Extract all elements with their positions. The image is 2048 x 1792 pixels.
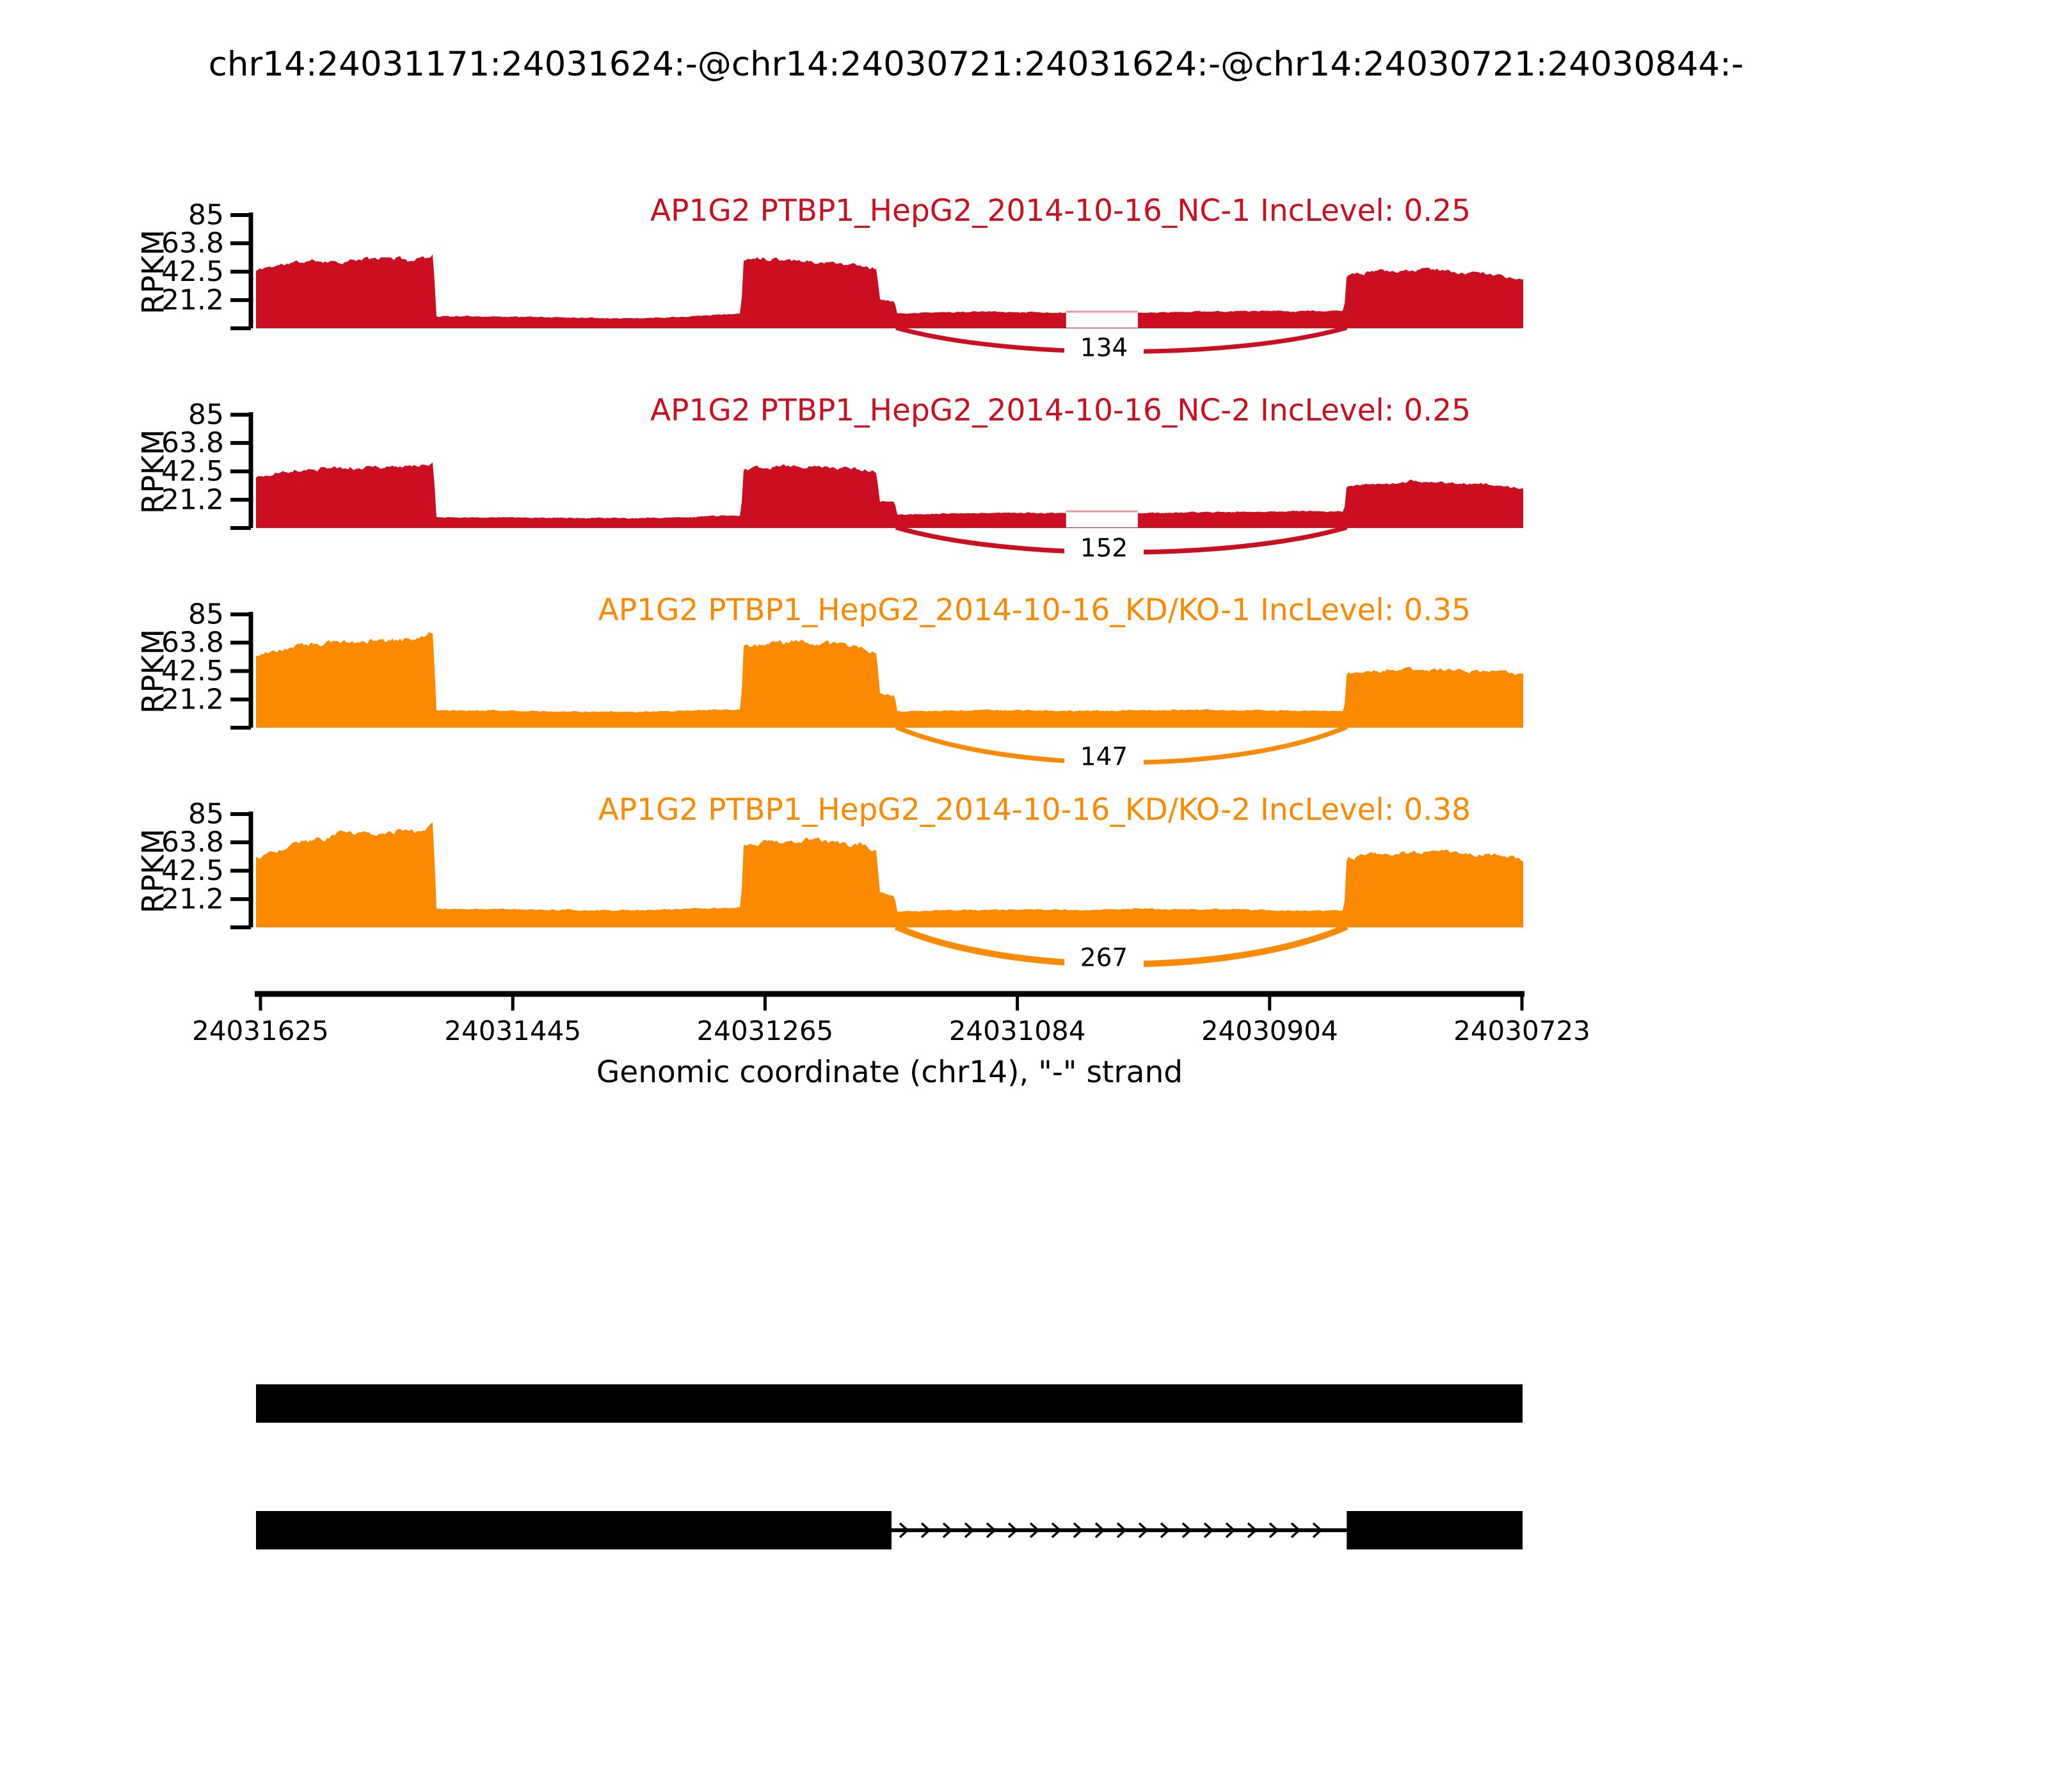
y-tick-label-track-2: 42.5	[161, 455, 224, 488]
y-tick-label-track-2: 85	[188, 399, 224, 431]
x-tick-label: 24031265	[697, 1015, 834, 1046]
intron-strand-arrow-icon	[1094, 1522, 1105, 1539]
y-tick-label-track-1: 21.2	[161, 284, 224, 316]
gene-model-exon-isoform-skipping	[1347, 1511, 1523, 1549]
intron-strand-arrow-icon	[1029, 1522, 1040, 1539]
x-tick-label: 24031084	[949, 1015, 1086, 1046]
intron-strand-arrow-icon	[1181, 1522, 1192, 1539]
track-title-3: AP1G2 PTBP1_HepG2_2014-10-16_KD/KO-1 Inc…	[598, 593, 1471, 628]
junction-count-track-1: 134	[1080, 334, 1128, 363]
y-axis-label-track-2: RPKM	[136, 429, 172, 514]
intron-strand-arrow-icon	[1312, 1522, 1323, 1539]
x-tick-label: 24031625	[192, 1015, 329, 1046]
x-tick-label: 24030904	[1201, 1015, 1338, 1046]
junction-label-box-track-1	[1064, 331, 1144, 365]
intron-strand-arrow-icon	[920, 1522, 931, 1539]
intron-strand-arrow-icon	[1138, 1522, 1149, 1539]
intron-strand-arrow-icon	[1116, 1522, 1127, 1539]
intron-strand-arrow-icon	[899, 1522, 909, 1539]
junction-count-track-4: 267	[1080, 944, 1128, 973]
gene-model-exon-isoform-skipping	[255, 1511, 892, 1549]
y-tick-label-track-2: 63.8	[161, 427, 224, 460]
junction-count-track-2: 152	[1080, 534, 1128, 563]
track-title-2: AP1G2 PTBP1_HepG2_2014-10-16_NC-2 IncLev…	[650, 393, 1471, 428]
intron-strand-arrow-icon	[1268, 1522, 1279, 1539]
y-tick-label-track-4: 21.2	[161, 883, 224, 915]
junction-count-track-3: 147	[1080, 743, 1128, 772]
coverage-area-track-4	[256, 822, 1523, 927]
y-tick-label-track-4: 85	[188, 798, 224, 831]
coverage-gap-box-track-2	[1066, 498, 1138, 527]
junction-label-box-track-2	[1064, 531, 1144, 566]
y-tick-label-track-1: 42.5	[161, 255, 224, 288]
junction-label-box-track-3	[1064, 740, 1144, 774]
intron-strand-arrow-icon	[1051, 1522, 1062, 1539]
y-tick-label-track-4: 63.8	[161, 826, 224, 859]
y-tick-label-track-3: 63.8	[161, 627, 224, 659]
y-axis-label-track-4: RPKM	[136, 829, 172, 913]
intron-strand-arrow-icon	[1225, 1522, 1236, 1539]
coverage-area-track-1	[256, 254, 1523, 328]
y-tick-label-track-2: 21.2	[161, 483, 224, 516]
track-title-1: AP1G2 PTBP1_HepG2_2014-10-16_NC-1 IncLev…	[650, 193, 1471, 228]
intron-strand-arrow-icon	[986, 1522, 996, 1539]
intron-strand-arrow-icon	[1073, 1522, 1084, 1539]
y-tick-label-track-1: 85	[188, 199, 224, 232]
track-title-4: AP1G2 PTBP1_HepG2_2014-10-16_KD/KO-2 Inc…	[598, 792, 1471, 828]
x-tick-label: 24030723	[1453, 1015, 1590, 1046]
coverage-gap-box-track-1	[1066, 298, 1138, 328]
intron-strand-arrow-icon	[1203, 1522, 1214, 1539]
intron-strand-arrow-icon	[1160, 1522, 1171, 1539]
y-axis-label-track-1: RPKM	[136, 230, 172, 314]
junction-label-box-track-4	[1064, 941, 1144, 975]
y-tick-label-track-3: 42.5	[161, 655, 224, 687]
x-tick-label: 24031445	[444, 1015, 581, 1046]
intron-strand-arrow-icon	[1007, 1522, 1018, 1539]
coverage-area-track-2	[256, 462, 1523, 528]
intron-strand-arrow-icon	[1290, 1522, 1301, 1539]
y-tick-label-track-3: 85	[188, 598, 224, 631]
y-tick-label-track-1: 63.8	[161, 227, 224, 260]
y-axis-label-track-3: RPKM	[136, 629, 172, 714]
coverage-area-track-3	[256, 632, 1523, 728]
intron-strand-arrow-icon	[942, 1522, 953, 1539]
y-tick-label-track-4: 42.5	[161, 854, 224, 887]
plot-title: chr14:24031171:24031624:-@chr14:24030721…	[208, 45, 1744, 84]
intron-strand-arrow-icon	[1247, 1522, 1258, 1539]
y-tick-label-track-3: 21.2	[161, 683, 224, 716]
x-axis-title: Genomic coordinate (chr14), "-" strand	[596, 1055, 1183, 1090]
gene-model-exon-isoform-inclusion	[255, 1384, 1523, 1423]
intron-strand-arrow-icon	[964, 1522, 975, 1539]
